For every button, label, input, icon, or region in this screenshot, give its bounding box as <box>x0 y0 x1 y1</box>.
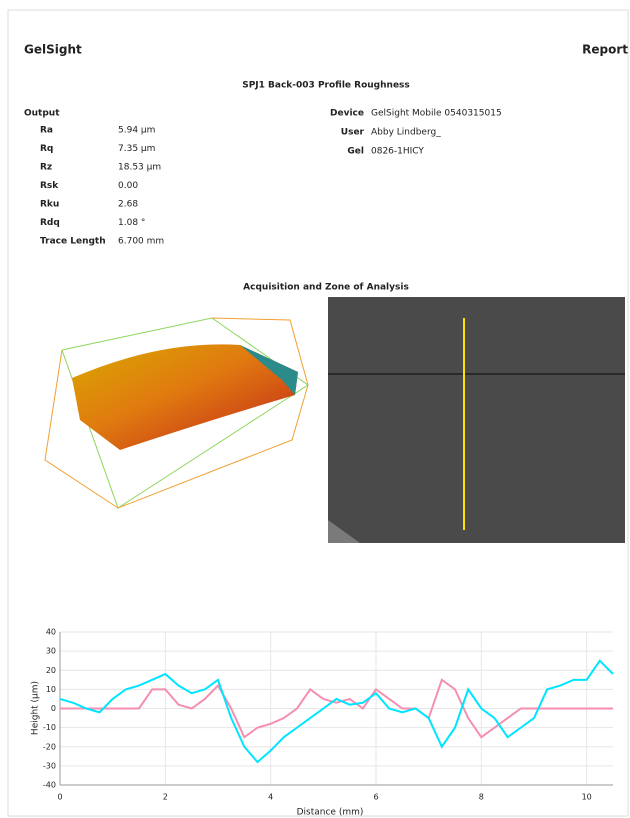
y-tick-label: 0 <box>51 704 56 713</box>
metric-value: 7.35 µm <box>118 144 155 154</box>
metric-name: Rku <box>40 200 59 210</box>
info-name: Device <box>330 109 364 119</box>
output-heading: Output <box>24 109 60 119</box>
metric-value: 6.700 mm <box>118 237 164 247</box>
info-value: 0826-1HICY <box>371 147 424 157</box>
report-label: Report <box>582 43 628 57</box>
metric-name: Rsk <box>40 181 59 191</box>
info-name: Gel <box>347 147 364 157</box>
x-axis-label: Distance (mm) <box>297 808 364 818</box>
metric-name: Rdq <box>40 218 60 228</box>
y-tick-label: 10 <box>46 685 56 694</box>
x-tick-label: 10 <box>582 793 592 802</box>
metric-name: Trace Length <box>40 237 106 247</box>
metric-name: Rq <box>40 144 53 154</box>
x-tick-label: 6 <box>373 793 378 802</box>
y-tick-label: 30 <box>46 647 56 656</box>
brand: GelSight <box>24 43 82 57</box>
report-title: SPJ1 Back-003 Profile Roughness <box>242 81 410 91</box>
y-tick-label: -30 <box>43 761 56 770</box>
page: {"header": {"brand": "GelSight", "report… <box>0 0 630 818</box>
info-name: User <box>341 128 365 138</box>
report: GelSight Report SPJ1 Back-003 Profile Ro… <box>0 0 630 818</box>
x-tick-label: 0 <box>57 793 62 802</box>
x-tick-label: 8 <box>479 793 484 802</box>
y-tick-label: -40 <box>43 781 56 790</box>
metric-value: 5.94 µm <box>118 126 155 136</box>
metric-value: 2.68 <box>118 200 138 210</box>
metric-name: Ra <box>40 126 53 136</box>
x-tick-label: 2 <box>163 793 168 802</box>
metric-value: 0.00 <box>118 181 138 191</box>
info-value: Abby Lindberg_ <box>371 128 441 138</box>
metric-value: 1.08 ° <box>118 218 145 228</box>
info-value: GelSight Mobile 0540315015 <box>371 109 502 119</box>
figure-title: Acquisition and Zone of Analysis <box>243 283 409 293</box>
x-tick-label: 4 <box>268 793 273 802</box>
y-tick-label: 40 <box>46 628 56 637</box>
y-tick-label: -10 <box>43 723 56 732</box>
metric-value: 18.53 µm <box>118 163 161 173</box>
y-tick-label: -20 <box>43 742 56 751</box>
metric-name: Rz <box>40 163 52 173</box>
acquisition-image <box>328 297 625 543</box>
y-axis-label: Height (µm) <box>31 681 41 735</box>
y-tick-label: 20 <box>46 666 56 675</box>
